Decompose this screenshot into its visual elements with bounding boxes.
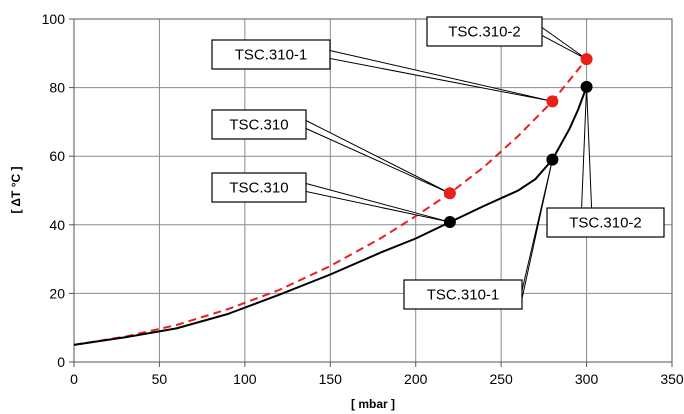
callout-box (546, 207, 665, 238)
y-tick-label: 60 (49, 148, 65, 164)
series-line-solid (73, 86, 588, 346)
data-point-marker (443, 187, 456, 200)
x-tick-label: 300 (575, 371, 599, 387)
callout-label: TSC.310 (229, 117, 288, 134)
callout-label: TSC.310-1 (427, 287, 500, 304)
data-markers (443, 53, 593, 229)
data-point-marker (546, 153, 559, 166)
data-point-marker (580, 80, 593, 93)
callouts: TSC.310-2 TSC.310-1 TSC.310 TSC.310 TSC.310-… (211, 16, 665, 310)
callout-leader (541, 26, 587, 60)
callout-label: TSC.310-2 (448, 24, 521, 41)
x-tick-label: 350 (660, 371, 684, 387)
x-tick-label: 150 (319, 371, 343, 387)
callout-label: TSC.310-2 (569, 215, 642, 232)
y-tick-label: 80 (49, 80, 65, 96)
data-point-marker (443, 216, 456, 229)
callout-box (211, 109, 307, 140)
callout-label: TSC.310 (229, 180, 288, 197)
series-lines (73, 58, 588, 346)
x-tick-label: 0 (70, 371, 78, 387)
callout-leader (305, 182, 451, 223)
x-axis-title: [ mbar ] (351, 397, 395, 411)
plot-frame (73, 18, 673, 363)
callout-box (403, 279, 523, 310)
data-point-marker (580, 53, 593, 66)
callout-leader (329, 49, 553, 102)
y-tick-label: 0 (57, 354, 65, 370)
x-tick-label: 100 (233, 371, 257, 387)
y-tick-label: 100 (42, 11, 66, 27)
x-tick-label: 250 (489, 371, 513, 387)
callout-box (426, 16, 543, 47)
x-tick-label: 200 (404, 371, 428, 387)
callout-box (211, 39, 331, 70)
y-axis-title: [ ΔT °C ] (9, 167, 23, 214)
callout-leader (581, 86, 593, 209)
axes: 0 50 100 150 200 250 300 350 0 20 40 60 80 100 (42, 11, 684, 387)
series-line-dashed (73, 58, 588, 346)
data-point-marker (546, 95, 559, 108)
callout-label: TSC.310-1 (235, 47, 308, 64)
y-tick-label: 20 (49, 285, 65, 301)
y-tick-label: 40 (49, 217, 65, 233)
x-tick-label: 50 (152, 371, 168, 387)
callout-leader (305, 119, 451, 194)
callout-box (211, 172, 307, 203)
